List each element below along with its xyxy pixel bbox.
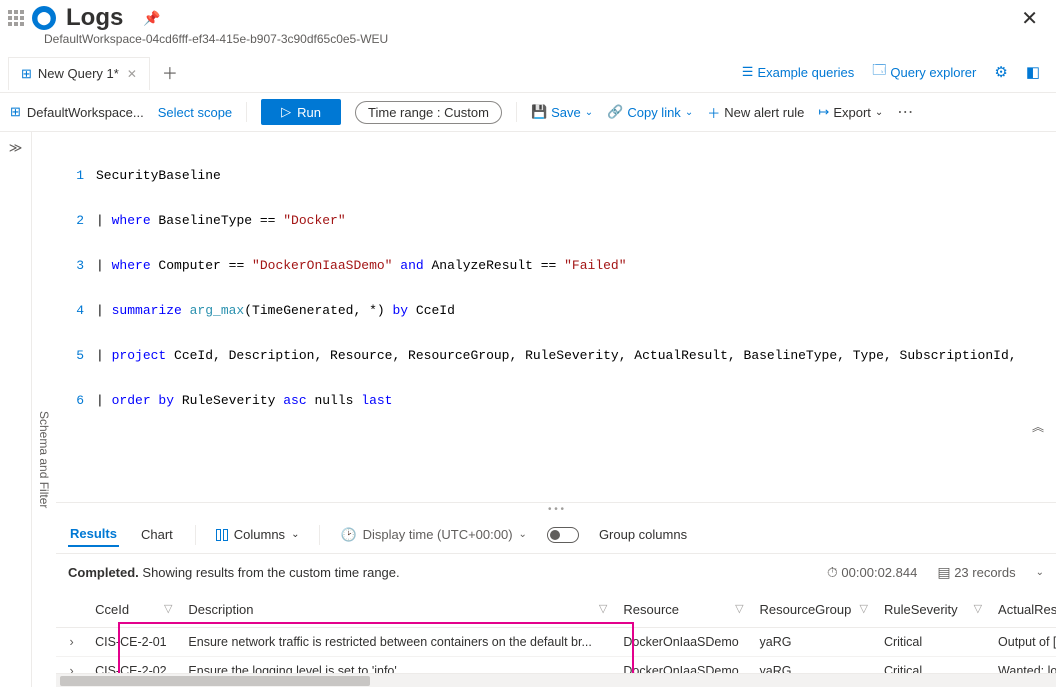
status-prefix: Completed. bbox=[68, 565, 139, 580]
query-editor[interactable]: 1SecurityBaseline 2| where BaselineType … bbox=[56, 132, 1056, 442]
divider bbox=[195, 525, 196, 545]
results-tab[interactable]: Results bbox=[68, 522, 119, 547]
display-time-button[interactable]: 🕑Display time (UTC+00:00)⌄ bbox=[340, 527, 526, 543]
cell-cceid: CIS-CE-2-01 bbox=[87, 628, 180, 657]
chart-tab[interactable]: Chart bbox=[139, 523, 175, 546]
filter-icon[interactable]: ▽ bbox=[599, 602, 607, 615]
pin-icon[interactable]: 📌 bbox=[143, 10, 160, 27]
page-title: Logs bbox=[66, 4, 123, 32]
example-queries-link[interactable]: ☰Example queries bbox=[742, 64, 854, 80]
new-tab-button[interactable]: ＋ bbox=[150, 52, 190, 92]
logs-icon: ⬤ bbox=[32, 6, 56, 30]
chevron-down-icon: ⌄ bbox=[519, 529, 527, 540]
group-columns-label: Group columns bbox=[599, 527, 687, 542]
export-button[interactable]: ↦Export⌄ bbox=[818, 104, 883, 120]
collapse-editor-icon[interactable]: ︽ bbox=[1032, 418, 1044, 435]
schema-filter-label[interactable]: Schema and Filter bbox=[32, 132, 56, 687]
filter-icon[interactable]: ▽ bbox=[974, 602, 982, 615]
save-icon: 💾 bbox=[531, 104, 547, 120]
query-tabs: ⊞ New Query 1* ✕ ＋ ☰Example queries 🗔Que… bbox=[0, 52, 1056, 93]
scrollbar-thumb[interactable] bbox=[60, 676, 370, 686]
expand-row-icon[interactable]: › bbox=[56, 628, 87, 657]
column-header[interactable]: CceId▽ bbox=[87, 592, 180, 628]
copy-link-button[interactable]: 🔗Copy link⌄ bbox=[607, 104, 693, 120]
query-toolbar: ⊞ DefaultWorkspace... Select scope ▷Run … bbox=[0, 93, 1056, 132]
group-columns-toggle[interactable] bbox=[547, 527, 579, 543]
filter-icon[interactable]: ▽ bbox=[860, 602, 868, 615]
list-icon: ☰ bbox=[742, 64, 754, 80]
cell-resource: DockerOnIaaSDemo bbox=[615, 657, 751, 674]
tab-label: New Query 1* bbox=[38, 66, 119, 81]
chevron-down-icon[interactable]: ⌄ bbox=[1036, 567, 1044, 578]
results-grid: CceId▽Description▽Resource▽ResourceGroup… bbox=[56, 592, 1056, 673]
settings-icon[interactable]: ⚙ bbox=[994, 63, 1007, 81]
columns-button[interactable]: Columns⌄ bbox=[216, 527, 300, 542]
clock-icon: 🕑 bbox=[340, 527, 356, 543]
cell-cceid: CIS-CE-2-02 bbox=[87, 657, 180, 674]
query-duration: ⏱ 00:00:02.844 bbox=[827, 564, 917, 581]
plus-icon: ＋ bbox=[707, 103, 720, 122]
filter-icon[interactable]: ▽ bbox=[735, 602, 743, 615]
results-toolbar: Results Chart Columns⌄ 🕑Display time (UT… bbox=[56, 516, 1056, 554]
more-button[interactable]: ⋯ bbox=[897, 102, 913, 122]
cell-description: Ensure the logging level is set to 'info… bbox=[180, 657, 615, 674]
query-tab[interactable]: ⊞ New Query 1* ✕ bbox=[8, 57, 150, 90]
expand-row-icon[interactable]: › bbox=[56, 657, 87, 674]
table-row[interactable]: ›CIS-CE-2-01Ensure network traffic is re… bbox=[56, 628, 1056, 657]
tab-close-icon[interactable]: ✕ bbox=[127, 67, 137, 81]
stopwatch-icon: ⏱ bbox=[827, 564, 838, 580]
query-icon: ⊞ bbox=[21, 66, 32, 82]
save-button[interactable]: 💾Save⌄ bbox=[531, 104, 593, 120]
workspace-icon: ⊞ bbox=[10, 104, 21, 120]
query-explorer-link[interactable]: 🗔Query explorer bbox=[872, 61, 976, 83]
explorer-icon: 🗔 bbox=[872, 61, 886, 83]
cell-description: Ensure network traffic is restricted bet… bbox=[180, 628, 615, 657]
cell-resourcegroup: yaRG bbox=[752, 628, 876, 657]
panel-icon[interactable]: ◧ bbox=[1026, 63, 1040, 81]
divider bbox=[516, 102, 517, 122]
cell-severity: Critical bbox=[876, 628, 990, 657]
column-header[interactable]: Resource▽ bbox=[615, 592, 751, 628]
records-icon: ▤ bbox=[937, 564, 950, 580]
chevron-down-icon: ⌄ bbox=[585, 107, 593, 118]
filter-icon[interactable]: ▽ bbox=[164, 602, 172, 615]
columns-icon bbox=[216, 529, 228, 541]
close-button[interactable]: ✕ bbox=[1015, 6, 1044, 31]
new-alert-button[interactable]: ＋New alert rule bbox=[707, 103, 804, 122]
chevron-down-icon: ⌄ bbox=[291, 529, 299, 540]
horizontal-scrollbar[interactable] bbox=[56, 673, 1056, 687]
column-header[interactable]: RuleSeverity▽ bbox=[876, 592, 990, 628]
divider bbox=[319, 525, 320, 545]
splitter[interactable]: • • • bbox=[56, 502, 1056, 516]
collapse-sidebar-button[interactable]: ≫ bbox=[0, 132, 32, 687]
status-text: Showing results from the custom time ran… bbox=[139, 565, 400, 580]
export-icon: ↦ bbox=[818, 104, 829, 120]
chevron-down-icon: ⌄ bbox=[875, 107, 883, 118]
page-header: ⬤ Logs 📌 ✕ bbox=[0, 0, 1056, 32]
column-header[interactable]: Description▽ bbox=[180, 592, 615, 628]
workspace-selector[interactable]: ⊞ DefaultWorkspace... bbox=[10, 104, 144, 120]
divider bbox=[246, 102, 247, 122]
top-actions: ☰Example queries 🗔Query explorer ⚙ ◧ bbox=[742, 61, 1048, 83]
cell-resource: DockerOnIaaSDemo bbox=[615, 628, 751, 657]
status-bar: Completed. Showing results from the cust… bbox=[56, 554, 1056, 592]
run-button[interactable]: ▷Run bbox=[261, 99, 341, 125]
cell-resourcegroup: yaRG bbox=[752, 657, 876, 674]
cell-actualresult: Output of [/usr/ bbox=[990, 628, 1056, 657]
chevron-down-icon: ⌄ bbox=[685, 107, 693, 118]
table-row[interactable]: ›CIS-CE-2-02Ensure the logging level is … bbox=[56, 657, 1056, 674]
cell-severity: Critical bbox=[876, 657, 990, 674]
link-icon: 🔗 bbox=[607, 104, 623, 120]
record-count: ▤ 23 records bbox=[937, 564, 1015, 581]
play-icon: ▷ bbox=[281, 104, 291, 120]
time-range-selector[interactable]: Time range : Custom bbox=[355, 101, 502, 124]
select-scope-link[interactable]: Select scope bbox=[158, 105, 232, 120]
column-header[interactable]: ResourceGroup▽ bbox=[752, 592, 876, 628]
workspace-path: DefaultWorkspace-04cd6fff-ef34-415e-b907… bbox=[0, 32, 1056, 52]
cell-actualresult: Wanted: log-lev bbox=[990, 657, 1056, 674]
waffle-icon[interactable] bbox=[8, 10, 24, 26]
column-header[interactable]: ActualResult▽ bbox=[990, 592, 1056, 628]
